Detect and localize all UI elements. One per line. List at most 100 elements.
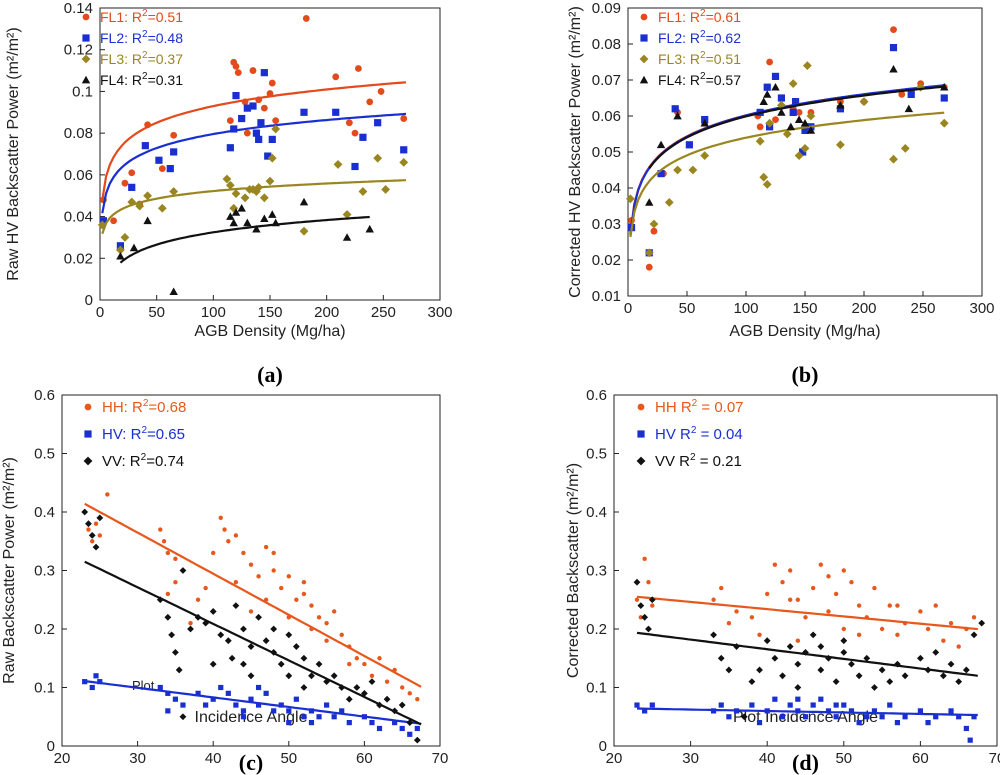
data-point-hh xyxy=(787,568,793,573)
data-point-vv xyxy=(932,649,940,656)
y-tick-label: 0.02 xyxy=(64,250,93,267)
data-point-hv xyxy=(255,702,262,708)
data-point-hh xyxy=(173,580,178,585)
data-point-vv xyxy=(886,678,894,686)
y-tick-label: 0 xyxy=(85,292,93,309)
data-point-hh xyxy=(642,556,647,561)
data-point-fl2 xyxy=(238,114,246,123)
data-point-vv xyxy=(848,660,855,668)
data-point-hv xyxy=(933,714,939,720)
data-point-hv xyxy=(286,708,292,714)
data-point-fl1 xyxy=(650,227,658,235)
data-point-fl2 xyxy=(789,108,797,116)
data-point-hh xyxy=(195,597,201,602)
data-point-hv xyxy=(293,696,299,702)
data-point-vv xyxy=(353,684,361,691)
data-point-hh xyxy=(165,550,171,556)
data-point-vv xyxy=(840,649,848,656)
data-point-fl3 xyxy=(664,198,674,207)
legend-label-fl2: FL2: R2=0.62 xyxy=(658,29,741,46)
fit-line-vv xyxy=(636,631,978,677)
series-fl2 xyxy=(99,69,408,250)
legend-marker-hv xyxy=(84,430,92,438)
y-tick-label: 0.1 xyxy=(34,680,55,697)
data-point-hh xyxy=(203,585,208,591)
y-tick-label: 0.4 xyxy=(34,504,55,521)
data-point-vv xyxy=(633,578,641,586)
data-point-hh xyxy=(226,539,231,544)
data-point-fl3 xyxy=(800,144,810,153)
data-point-fl2 xyxy=(255,135,263,143)
data-point-fl3 xyxy=(782,129,792,139)
series-hh xyxy=(82,492,422,702)
data-point-fl2 xyxy=(671,105,679,113)
data-point-hh xyxy=(948,620,954,626)
data-point-vv xyxy=(637,602,645,609)
data-point-fl4 xyxy=(786,122,796,131)
data-point-fl2 xyxy=(128,183,136,191)
y-tick-label: 0.5 xyxy=(34,446,55,463)
data-point-vv xyxy=(725,666,733,674)
data-point-hv xyxy=(833,714,839,720)
data-point-hv xyxy=(756,720,763,726)
data-point-vv xyxy=(330,672,338,680)
data-point-hh xyxy=(218,515,223,521)
data-point-fl4 xyxy=(365,224,374,233)
data-point-hv xyxy=(89,684,95,691)
data-point-fl3 xyxy=(700,151,710,160)
data-point-hv xyxy=(301,714,307,720)
data-point-fl1 xyxy=(645,263,653,271)
data-point-fl3 xyxy=(649,219,659,229)
data-point-hh xyxy=(895,603,900,608)
legend: FL1: R2=0.61 FL2: R2=0.62 FL3: R2=0.51 FL4:… xyxy=(639,8,741,88)
data-point-hh xyxy=(173,556,178,561)
data-point-hh xyxy=(271,568,276,573)
data-point-vv xyxy=(786,643,794,650)
data-point-hh xyxy=(772,562,778,567)
data-point-hh xyxy=(161,539,167,544)
data-point-hv xyxy=(414,725,420,732)
data-point-vv xyxy=(172,649,179,656)
data-point-fl4 xyxy=(129,243,139,252)
data-point-hv xyxy=(339,708,345,714)
data-point-vv xyxy=(809,631,817,639)
data-point-fl4 xyxy=(226,212,235,220)
y-tick-label: 0.6 xyxy=(586,387,607,404)
data-point-fl2 xyxy=(141,142,149,150)
y-tick-label: 0.06 xyxy=(592,108,621,125)
data-point-hh xyxy=(833,591,839,597)
data-point-hv xyxy=(726,714,732,720)
data-point-fl1 xyxy=(332,73,340,81)
data-point-fl3 xyxy=(169,187,179,196)
data-point-hv xyxy=(346,720,352,726)
y-tick-label: 0 xyxy=(599,738,607,755)
data-point-fl2 xyxy=(300,108,308,116)
data-point-fl4 xyxy=(794,115,804,123)
data-point-hv xyxy=(165,708,171,714)
data-point-vv xyxy=(187,625,194,633)
data-point-fl4 xyxy=(771,83,780,91)
data-point-fl2 xyxy=(763,83,771,91)
data-point-hv xyxy=(967,737,973,743)
legend-label-hv: HV: R2=0.65 xyxy=(102,425,185,443)
data-point-hh xyxy=(339,632,344,638)
data-point-hh xyxy=(757,632,762,638)
data-point-fl4 xyxy=(645,198,654,206)
y-axis-title: Corrected Backscatter (m²/m²) xyxy=(565,463,582,678)
data-point-fl1 xyxy=(795,109,803,116)
data-point-fl2 xyxy=(257,119,265,127)
data-point-fl4 xyxy=(889,65,898,73)
data-point-hv xyxy=(887,702,893,708)
legend-label-vv: VV R2 = 0.21 xyxy=(655,452,742,470)
x-tick-label: 250 xyxy=(371,304,396,321)
data-point-hv xyxy=(218,684,224,691)
data-point-hh xyxy=(211,550,216,556)
data-point-fl1 xyxy=(345,119,353,127)
data-point-fl1 xyxy=(890,26,897,33)
x-tick-label: 60 xyxy=(912,750,929,767)
data-point-hv xyxy=(963,725,969,732)
legend: HH: R2=0.68 HV: R2=0.65 VV: R2=0.74 xyxy=(83,398,186,470)
data-point-fl2 xyxy=(166,165,174,173)
x-tick-label: 200 xyxy=(851,300,876,317)
y-tick-label: 0.09 xyxy=(592,0,621,17)
